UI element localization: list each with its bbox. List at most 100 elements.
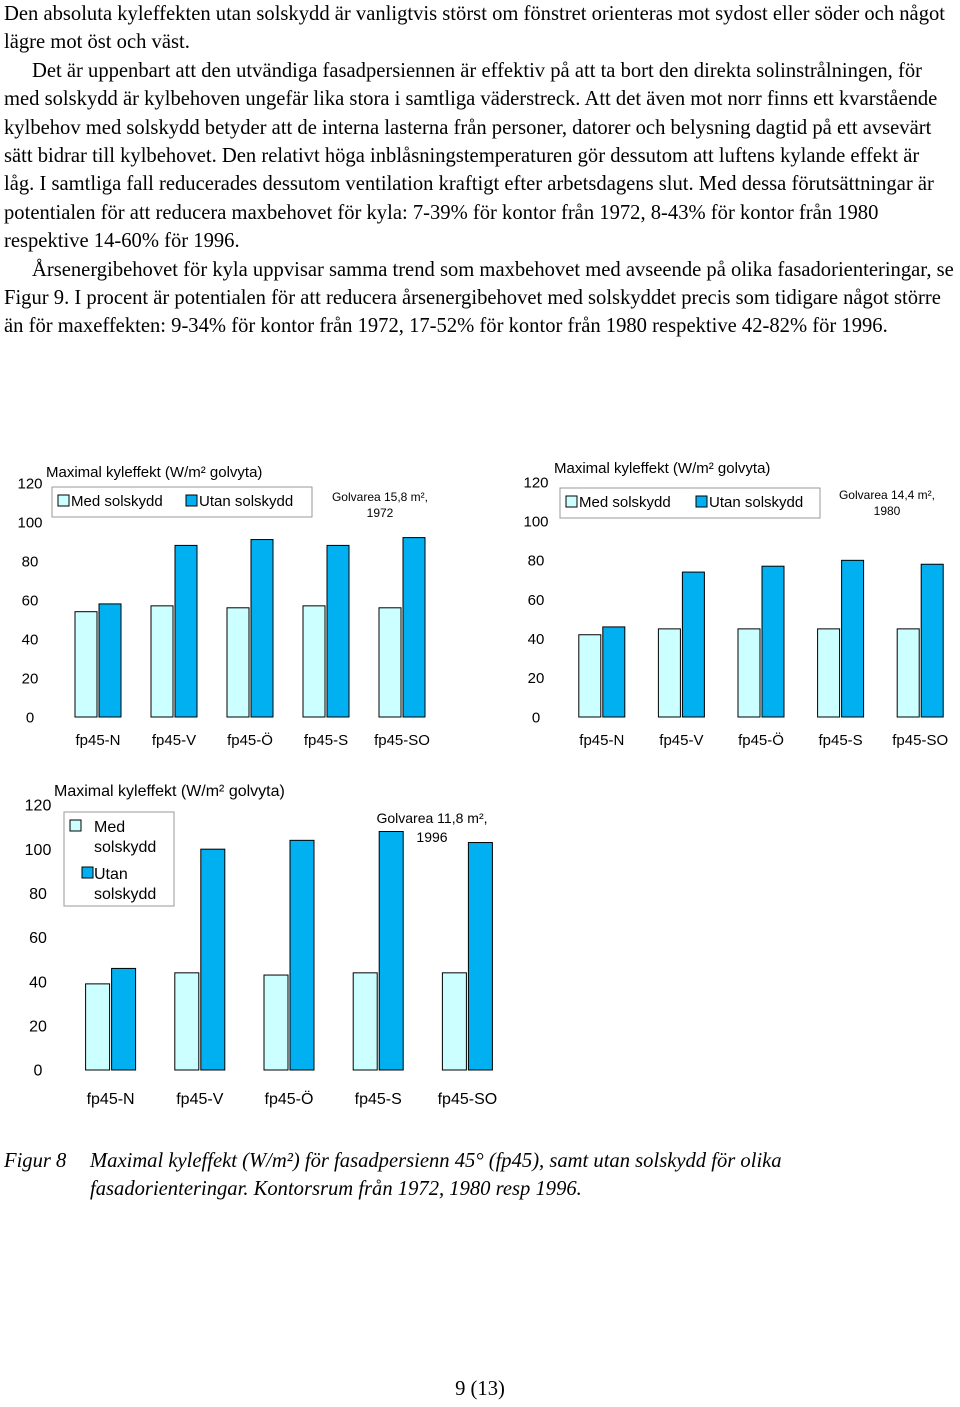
bar-med-solskydd-2: [737, 628, 761, 718]
bars: [85, 831, 493, 1071]
y-tick-label: 80: [528, 553, 545, 570]
category-label: fp45-Ö: [265, 1090, 314, 1108]
bars: [74, 537, 426, 718]
chart-annotation: Golvarea 15,8 m², 1972: [332, 490, 428, 520]
bar-utan-solskydd-2: [761, 565, 785, 718]
y-tick-label: 20: [22, 670, 39, 687]
category-label: fp45-S: [818, 732, 862, 749]
y-tick-label: 100: [25, 842, 52, 859]
legend-label-med: Med solskydd: [71, 493, 163, 510]
category-label: fp45-S: [304, 732, 348, 749]
y-tick-label: 0: [532, 709, 540, 726]
category-labels: fp45-N fp45-V fp45-Ö fp45-S fp45-SO: [579, 731, 948, 749]
bar-med-solskydd-4: [896, 628, 920, 718]
bar-utan-solskydd-0: [98, 603, 122, 718]
bar-utan-solskydd-3: [378, 831, 404, 1071]
chart-1980: 0 20 40 60 80 100 120 fp45-N fp45-V fp45-Ö fp45-S…: [523, 460, 948, 749]
bar-utan-solskydd-2: [250, 539, 274, 718]
y-tick-label: 40: [528, 631, 545, 648]
legend-swatch-med: [57, 494, 70, 507]
y-axis-ticks: 0 20 40 60 80 100 120: [523, 474, 548, 726]
legend-swatch-utan: [81, 866, 94, 879]
legend-label-med: Med solskydd: [94, 819, 156, 856]
category-label: fp45-V: [659, 732, 703, 749]
bar-med-solskydd-0: [74, 611, 98, 718]
y-tick-label: 20: [528, 670, 545, 687]
y-tick-label: 120: [523, 474, 548, 491]
y-tick-label: 40: [22, 631, 39, 648]
legend-label-utan: Utan solskydd: [94, 866, 156, 903]
bars: [578, 559, 944, 718]
bar-med-solskydd-1: [150, 605, 174, 718]
bar-med-solskydd-1: [657, 628, 681, 718]
bar-utan-solskydd-0: [111, 967, 137, 1071]
legend-swatch-utan: [695, 495, 708, 508]
y-tick-label: 120: [25, 798, 52, 815]
y-tick-label: 120: [17, 475, 42, 492]
bar-utan-solskydd-4: [467, 842, 493, 1071]
y-tick-label: 80: [22, 553, 39, 570]
legend-swatch-utan: [185, 494, 198, 507]
legend-label-utan: Utan solskydd: [199, 493, 293, 510]
y-tick-label: 60: [528, 592, 545, 609]
bar-med-solskydd-1: [174, 972, 200, 1071]
bar-med-solskydd-3: [817, 628, 841, 718]
y-axis-ticks: 0 20 40 60 80 100 120: [17, 475, 42, 726]
bar-utan-solskydd-2: [289, 839, 315, 1071]
category-label: fp45-SO: [438, 1091, 498, 1108]
bar-med-solskydd-4: [378, 607, 402, 718]
legend-box: [559, 487, 821, 519]
category-label: fp45-V: [152, 732, 196, 749]
bar-utan-solskydd-3: [841, 559, 865, 718]
bar-utan-solskydd-4: [402, 537, 426, 718]
category-label: fp45-SO: [892, 732, 948, 749]
category-label: fp45-Ö: [738, 731, 784, 749]
category-label: fp45-Ö: [227, 731, 273, 749]
bar-med-solskydd-2: [263, 974, 289, 1071]
y-tick-label: 0: [26, 709, 34, 726]
page-number: 9 (13): [455, 1378, 505, 1400]
y-tick-label: 60: [29, 930, 47, 947]
category-label: fp45-V: [176, 1091, 223, 1108]
bar-med-solskydd-4: [441, 972, 467, 1071]
bar-med-solskydd-2: [226, 607, 250, 718]
y-tick-label: 100: [523, 513, 548, 530]
figure-caption-text: Maximal kyleffekt (W/m²) för fasadpersie…: [90, 1150, 782, 1201]
chart-1996: 0 20 40 60 80 100 120 fp45-N fp45-V fp45-Ö fp45-S…: [25, 783, 498, 1108]
bar-utan-solskydd-1: [681, 571, 705, 718]
y-tick-label: 80: [29, 886, 47, 903]
bar-utan-solskydd-3: [326, 544, 350, 718]
category-label: fp45-N: [579, 732, 624, 749]
chart-annotation: Golvarea 11,8 m², 1996: [376, 810, 487, 845]
bar-med-solskydd-0: [85, 983, 111, 1071]
category-labels: fp45-N fp45-V fp45-Ö fp45-S fp45-SO: [75, 731, 429, 749]
y-tick-label: 40: [29, 974, 47, 991]
category-label: fp45-SO: [374, 732, 430, 749]
y-tick-label: 0: [34, 1063, 43, 1080]
y-tick-label: 20: [29, 1018, 47, 1035]
chart-title: Maximal kyleffekt (W/m² golvyta): [554, 460, 770, 477]
paragraph-2: Det är uppenbart att den utvändiga fasad…: [4, 59, 938, 253]
legend-swatch-med: [69, 819, 82, 832]
legend-label-utan: Utan solskydd: [709, 494, 803, 511]
category-labels: fp45-N fp45-V fp45-Ö fp45-S fp45-SO: [87, 1090, 498, 1108]
legend-label-med: Med solskydd: [579, 494, 671, 511]
category-label: fp45-N: [75, 732, 120, 749]
bar-utan-solskydd-4: [920, 563, 944, 718]
chart-title: Maximal kyleffekt (W/m² golvyta): [46, 464, 262, 481]
category-label: fp45-S: [355, 1091, 402, 1108]
paragraph-1: Den absoluta kyleffekten utan solskydd ä…: [4, 3, 946, 54]
legend-box: [63, 811, 175, 907]
chart-annotation: Golvarea 14,4 m², 1980: [839, 488, 935, 518]
bar-med-solskydd-3: [302, 605, 326, 718]
bar-utan-solskydd-0: [602, 626, 626, 718]
chart-1972: 0 20 40 60 80 100 120 fp45-N fp45-V fp45-Ö fp45-S…: [17, 464, 429, 749]
bar-med-solskydd-3: [352, 972, 378, 1071]
legend-box: [51, 486, 313, 518]
figure-label: Figur 8: [4, 1150, 67, 1172]
y-tick-label: 60: [22, 592, 39, 609]
category-label: fp45-N: [87, 1091, 135, 1108]
body-text: Den absoluta kyleffekten utan solskydd ä…: [4, 0, 954, 341]
bar-utan-solskydd-1: [200, 848, 226, 1071]
paragraph-3: Årsenergibehovet för kyla uppvisar samma…: [4, 258, 954, 338]
